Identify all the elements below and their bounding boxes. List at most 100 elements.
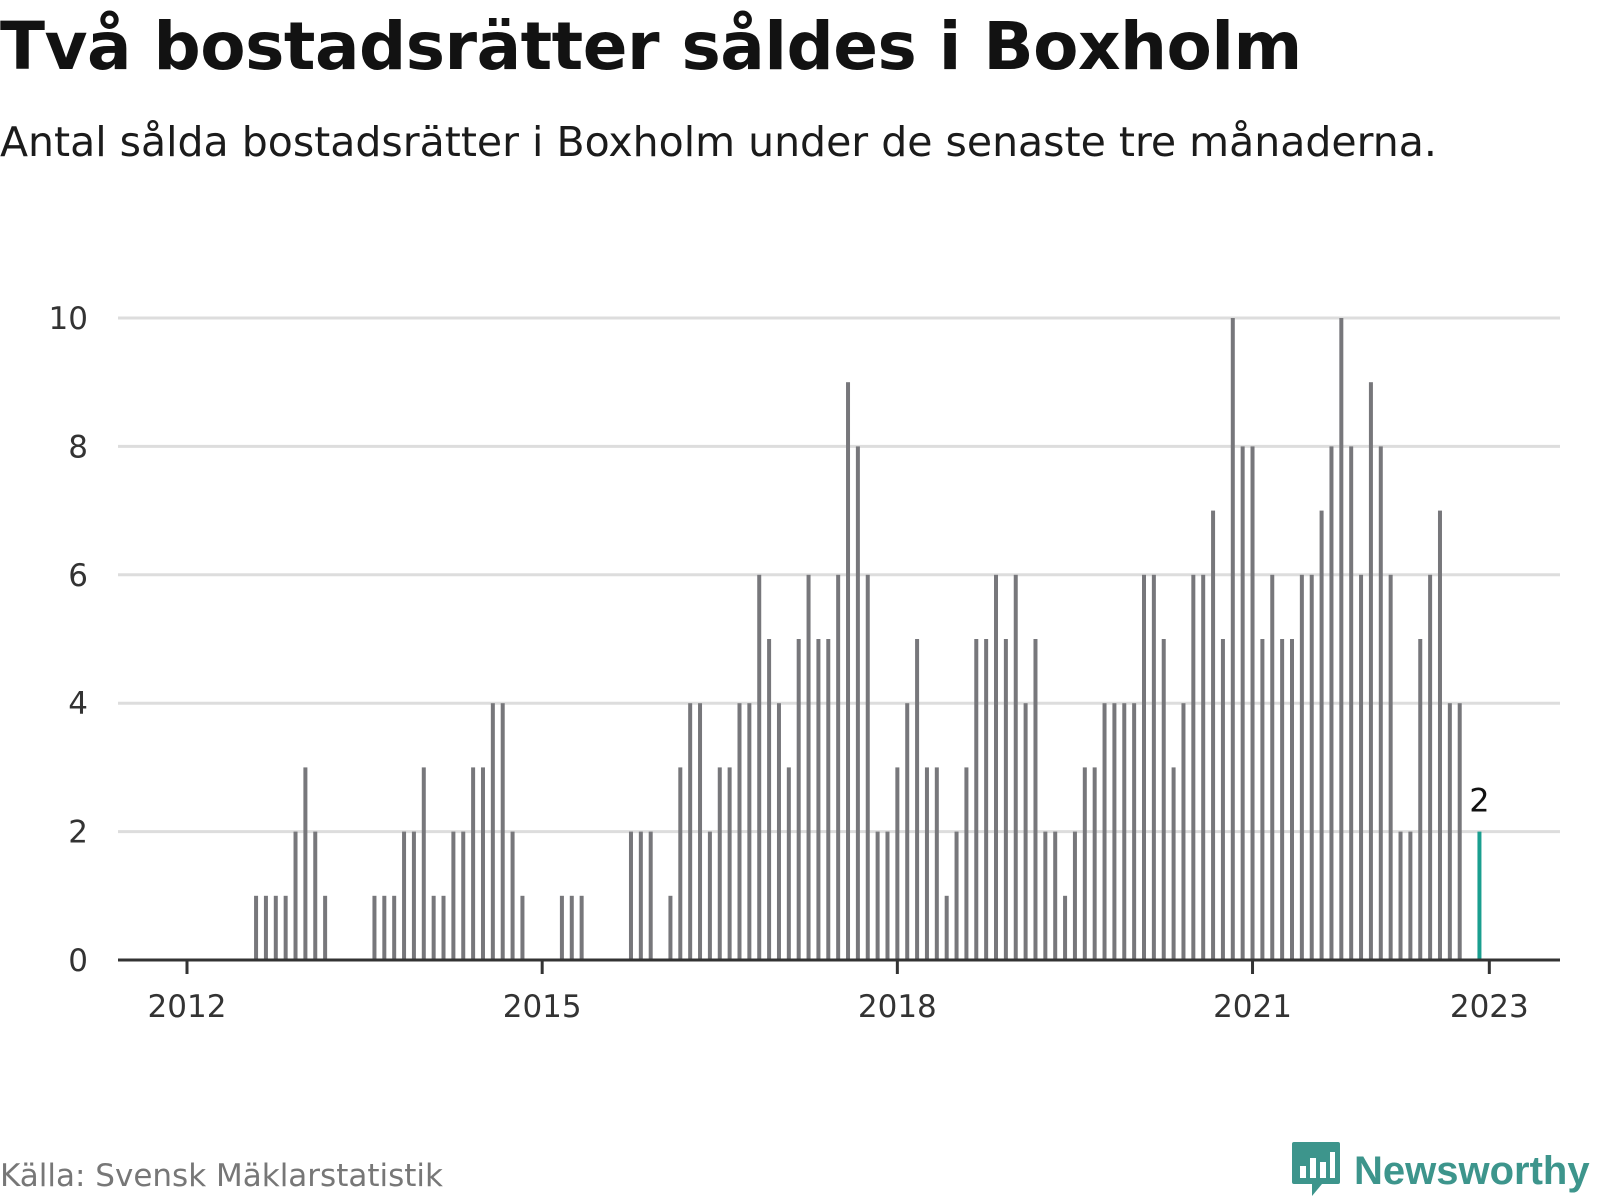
bar bbox=[480, 767, 485, 960]
bar bbox=[451, 831, 456, 960]
bar bbox=[816, 639, 821, 960]
bar bbox=[1082, 767, 1087, 960]
bar bbox=[1408, 831, 1413, 960]
bar bbox=[1398, 831, 1403, 960]
bar bbox=[796, 639, 801, 960]
bar bbox=[500, 703, 505, 960]
bar bbox=[293, 831, 298, 960]
bar bbox=[747, 703, 752, 960]
bar bbox=[323, 895, 328, 960]
chart-subtitle: Antal sålda bostadsrätter i Boxholm unde… bbox=[0, 118, 1437, 166]
bar bbox=[865, 574, 870, 960]
bar bbox=[490, 703, 495, 960]
bar bbox=[1299, 574, 1304, 960]
bar bbox=[668, 895, 673, 960]
brand-logo: Newsworthy bbox=[1290, 1140, 1590, 1202]
bar bbox=[1102, 703, 1107, 960]
y-tick-label: 0 bbox=[68, 943, 88, 979]
y-tick-label: 10 bbox=[49, 301, 88, 337]
bar bbox=[1053, 831, 1058, 960]
brand-name: Newsworthy bbox=[1354, 1148, 1590, 1193]
bar bbox=[855, 446, 860, 960]
y-tick-label: 2 bbox=[68, 815, 88, 851]
bar bbox=[786, 767, 791, 960]
bars bbox=[254, 318, 1482, 960]
bar bbox=[885, 831, 890, 960]
bar bbox=[1142, 574, 1147, 960]
bar bbox=[767, 639, 772, 960]
bar bbox=[1003, 639, 1008, 960]
y-axis-ticks: 0 2 4 6 8 10 bbox=[49, 301, 88, 979]
bar bbox=[1260, 639, 1265, 960]
bar bbox=[1250, 446, 1255, 960]
bar bbox=[678, 767, 683, 960]
bar-value-label: 2 bbox=[1469, 782, 1489, 820]
bar bbox=[1092, 767, 1097, 960]
bar bbox=[984, 639, 989, 960]
bar bbox=[628, 831, 633, 960]
bar bbox=[1378, 446, 1383, 960]
bar bbox=[707, 831, 712, 960]
bar bbox=[1230, 318, 1235, 960]
bar bbox=[1309, 574, 1314, 960]
bar bbox=[648, 831, 653, 960]
bar bbox=[1359, 574, 1364, 960]
bar bbox=[727, 767, 732, 960]
bar bbox=[994, 574, 999, 960]
bar bbox=[1211, 510, 1216, 960]
bar bbox=[1447, 703, 1452, 960]
bar bbox=[1418, 639, 1423, 960]
bar bbox=[392, 895, 397, 960]
bar bbox=[1132, 703, 1137, 960]
bar bbox=[569, 895, 574, 960]
bar bbox=[303, 767, 308, 960]
bar bbox=[1388, 574, 1393, 960]
bar bbox=[1043, 831, 1048, 960]
bar bbox=[954, 831, 959, 960]
bar bbox=[1240, 446, 1245, 960]
bar bbox=[1201, 574, 1206, 960]
x-tick-label: 2018 bbox=[858, 989, 937, 1025]
y-tick-label: 4 bbox=[68, 686, 88, 722]
y-tick-label: 8 bbox=[68, 429, 88, 465]
bar bbox=[431, 895, 436, 960]
bar bbox=[461, 831, 466, 960]
bar bbox=[974, 639, 979, 960]
highlight-bar bbox=[1477, 831, 1482, 960]
bar bbox=[895, 767, 900, 960]
bar bbox=[313, 831, 318, 960]
bar bbox=[1319, 510, 1324, 960]
bar bbox=[875, 831, 880, 960]
x-tick-label: 2021 bbox=[1213, 989, 1292, 1025]
bar bbox=[1270, 574, 1275, 960]
bar bbox=[510, 831, 515, 960]
bar bbox=[846, 382, 851, 960]
bar bbox=[776, 703, 781, 960]
bar bbox=[836, 574, 841, 960]
bar bbox=[471, 767, 476, 960]
x-tick-label: 2023 bbox=[1450, 989, 1529, 1025]
bar bbox=[402, 831, 407, 960]
bar bbox=[441, 895, 446, 960]
bar bbox=[1072, 831, 1077, 960]
bar bbox=[924, 767, 929, 960]
bar bbox=[1457, 703, 1462, 960]
bar bbox=[1161, 639, 1166, 960]
bar bbox=[964, 767, 969, 960]
bar bbox=[254, 895, 259, 960]
x-tick-label: 2012 bbox=[148, 989, 227, 1025]
bar bbox=[372, 895, 377, 960]
x-axis-ticks: 2012 2015 2018 2021 2023 bbox=[148, 960, 1529, 1025]
bar bbox=[1289, 639, 1294, 960]
bar bbox=[1368, 382, 1373, 960]
bar bbox=[579, 895, 584, 960]
bar bbox=[1428, 574, 1433, 960]
bar bbox=[1151, 574, 1156, 960]
bar bbox=[915, 639, 920, 960]
bar bbox=[520, 895, 525, 960]
bar bbox=[263, 895, 268, 960]
bar bbox=[1191, 574, 1196, 960]
bar bbox=[1033, 639, 1038, 960]
bar bbox=[1349, 446, 1354, 960]
bar bbox=[934, 767, 939, 960]
